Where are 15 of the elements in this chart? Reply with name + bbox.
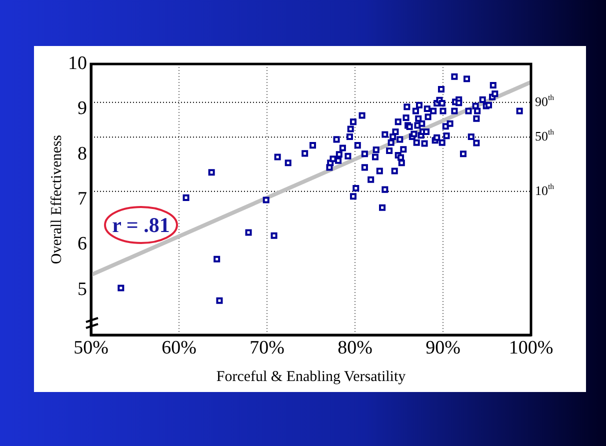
y-tick-label: 9 [78, 98, 87, 120]
x-tick-label: 50% [74, 337, 109, 358]
y-tick-label: 10 [68, 52, 87, 74]
x-tick-label: 60% [162, 337, 197, 358]
y-axis-title: Overall Effectiveness [48, 134, 65, 264]
x-axis-title: Forceful & Enabling Versatility [216, 368, 406, 385]
y-tick-label: 7 [78, 188, 87, 210]
y-tick-label: 8 [78, 143, 87, 164]
y-tick-label: 6 [78, 234, 87, 255]
x-tick-label: 90% [426, 337, 461, 358]
x-tick-label: 80% [338, 337, 373, 358]
y-tick-label: 5 [78, 278, 87, 300]
annotation: r = .81 [112, 212, 170, 238]
x-tick-label: 70% [250, 337, 285, 358]
x-tick-label: 100% [508, 337, 554, 358]
